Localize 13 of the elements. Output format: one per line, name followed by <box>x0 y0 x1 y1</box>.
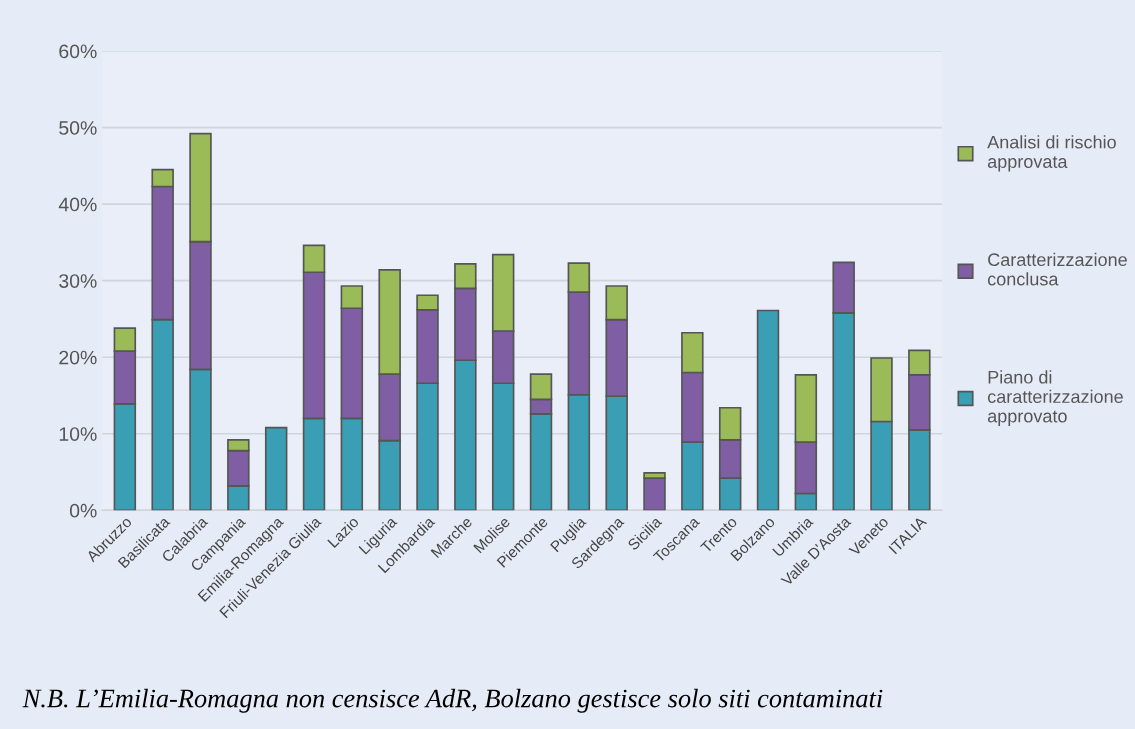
y-tick-label: 20% <box>59 350 97 365</box>
legend-label: Caratterizzazione conclusa <box>987 252 1127 286</box>
y-tick-label: 50% <box>59 121 97 135</box>
y-tick-label: 60% <box>59 44 97 59</box>
bar <box>264 426 288 511</box>
legend-label: Analisi di rischio approvata <box>987 135 1116 172</box>
text: N.B. L’Emilia-Romagna non censisce AdR, Bolzano gestisce solo siti contaminati <box>22 688 883 713</box>
y-tick-label: 30% <box>59 274 97 288</box>
y-tick-label: 40% <box>58 197 97 212</box>
bar <box>756 309 780 511</box>
y-tick-label: 0% <box>69 503 97 518</box>
legend-label: Piano di caratterizzazione approvato <box>987 370 1123 427</box>
y-tick-label: 10% <box>59 427 97 441</box>
